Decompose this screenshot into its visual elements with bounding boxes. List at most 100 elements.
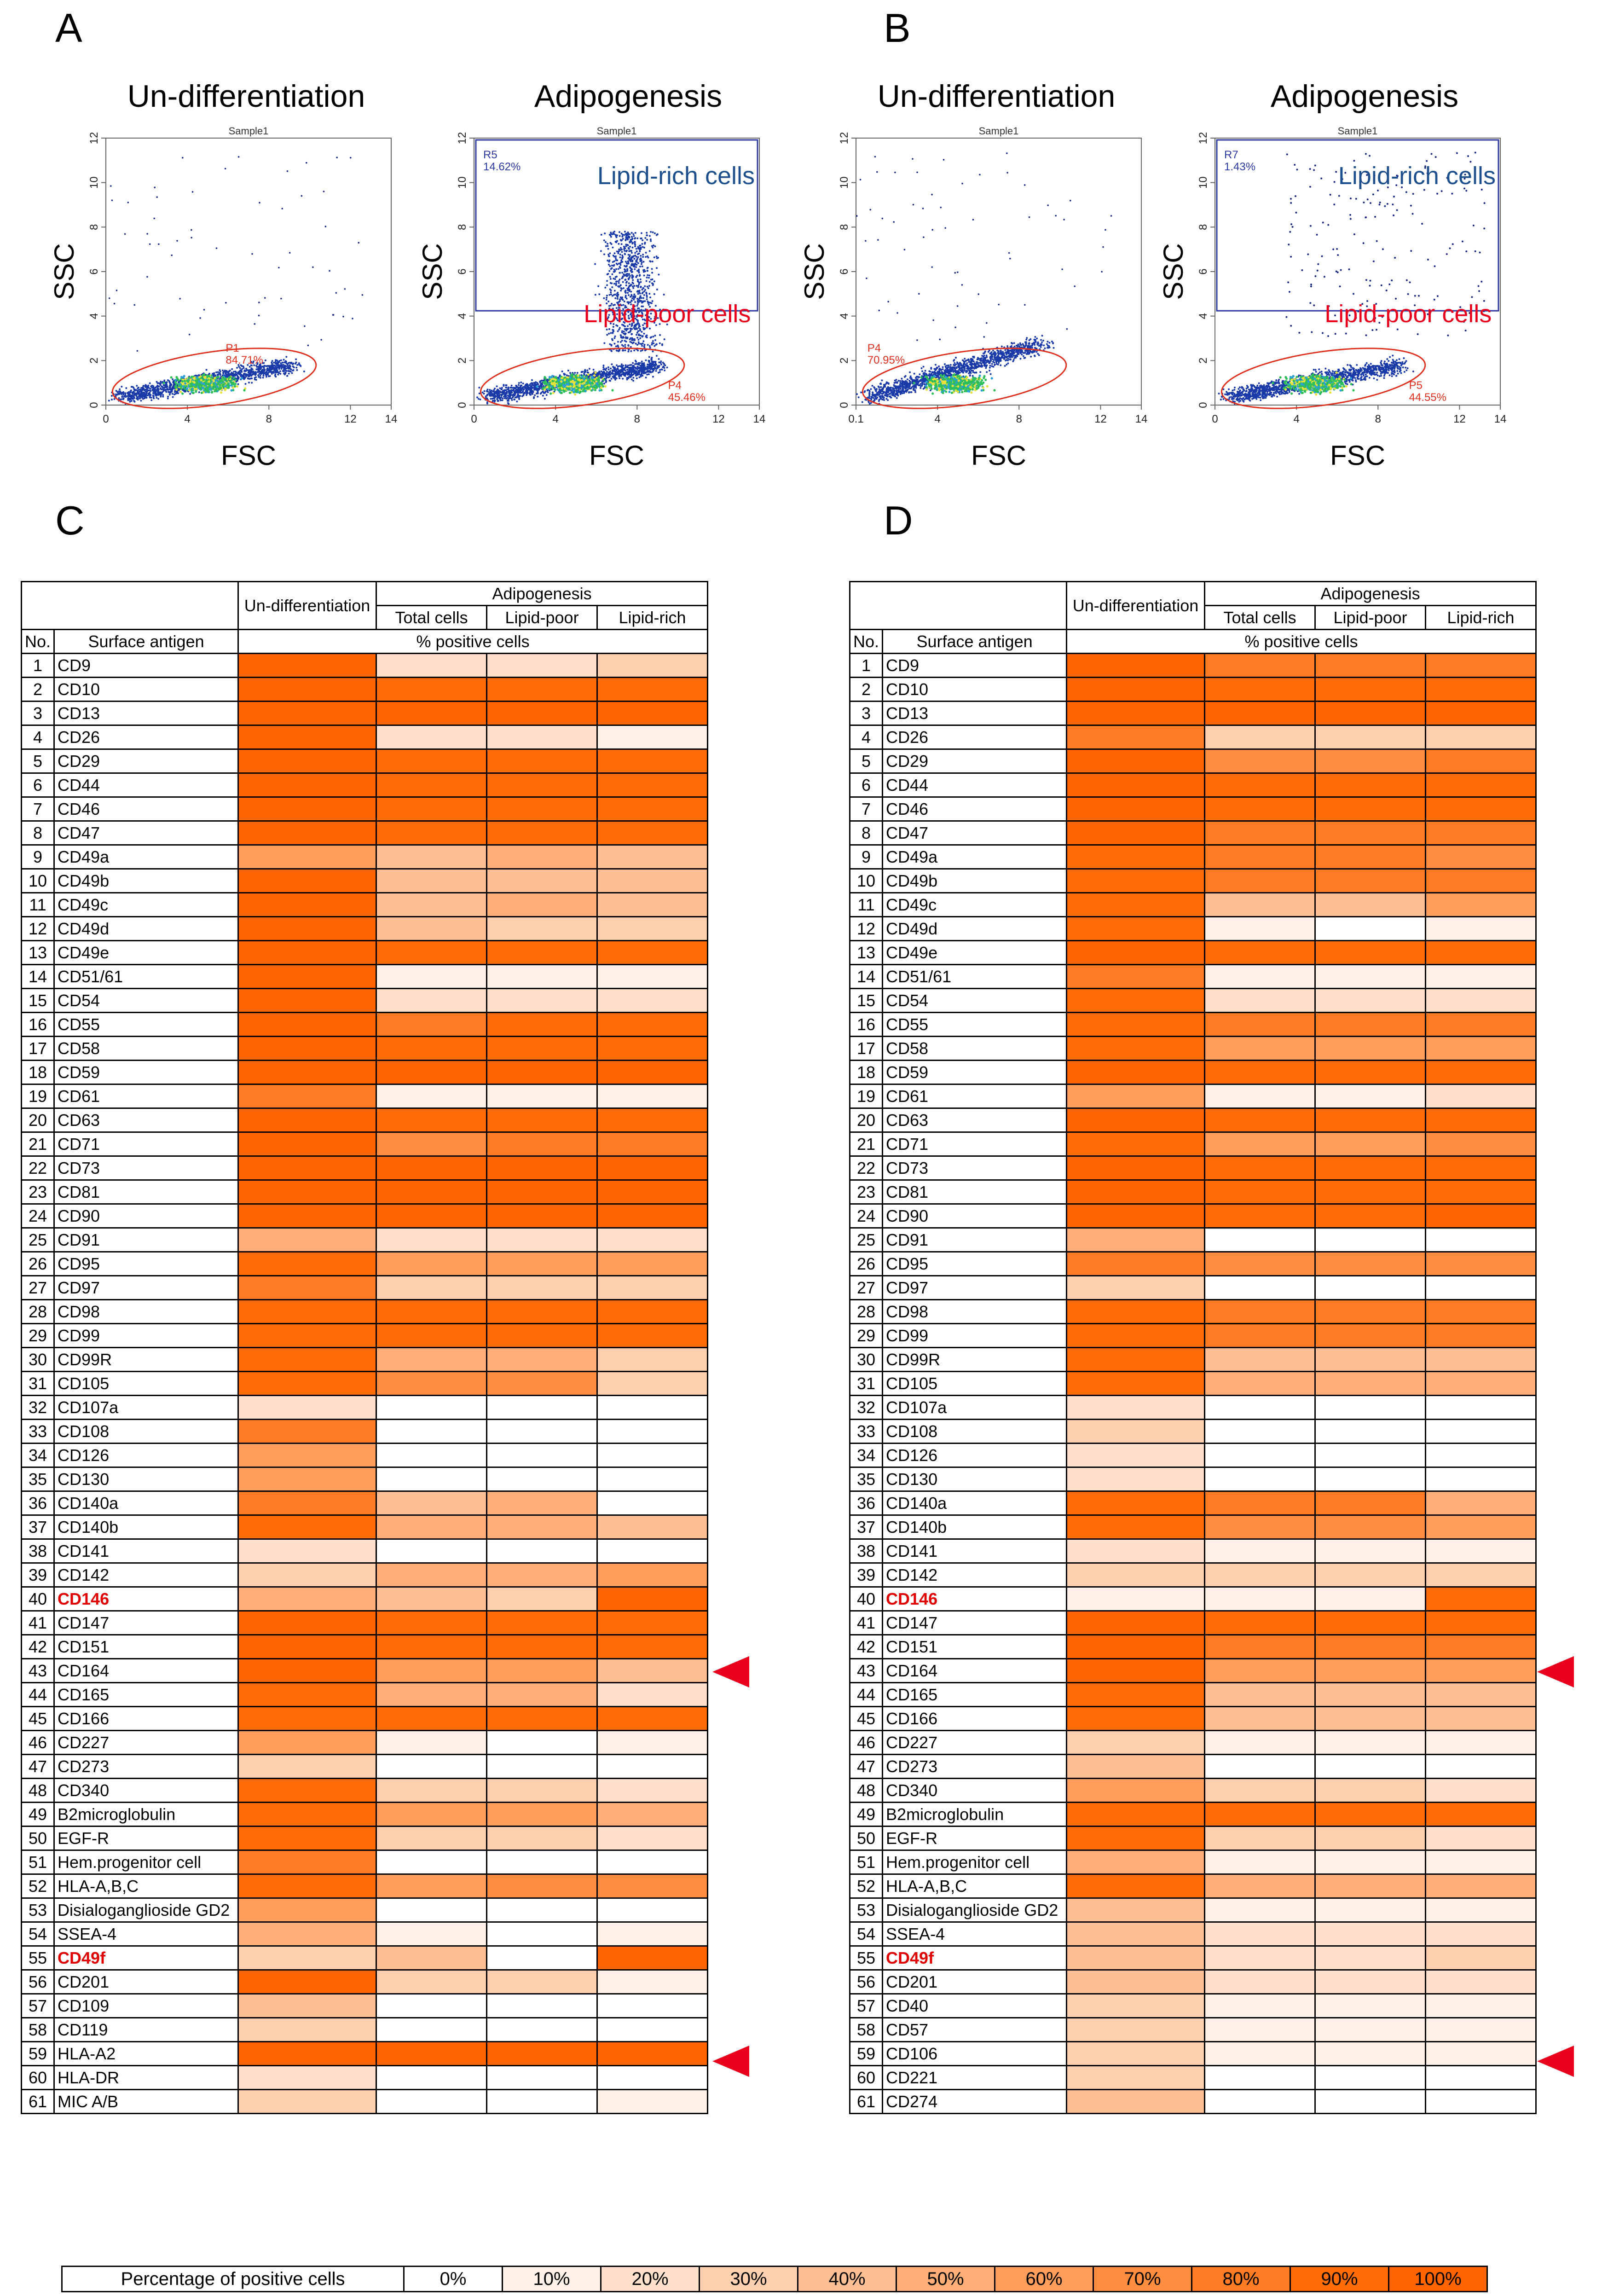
- antigen-name: CD49f: [882, 1945, 1068, 1971]
- antigen-name: CD55: [53, 1012, 239, 1037]
- antigen-name: CD91: [53, 1227, 239, 1252]
- row-number: 24: [849, 1203, 884, 1229]
- row-number: 20: [20, 1107, 55, 1133]
- heat-cell: [596, 1514, 709, 1540]
- heat-cell: [1204, 1945, 1316, 1971]
- table-row: 2 CD10: [849, 677, 1537, 702]
- heat-cell: [1425, 1251, 1537, 1276]
- row-number: 25: [20, 1227, 55, 1252]
- heat-cell: [1425, 820, 1537, 846]
- antigen-name: CD91: [882, 1227, 1068, 1252]
- x-tick-label: 8: [634, 413, 640, 425]
- table-row: 19 CD61: [849, 1084, 1537, 1109]
- heat-cell: [1066, 653, 1206, 678]
- heat-cell: [376, 748, 488, 774]
- heat-cell: [1204, 1826, 1316, 1851]
- heat-cell: [376, 1897, 488, 1923]
- legend-swatch: 70%: [1093, 2267, 1191, 2291]
- heat-cell: [1314, 892, 1427, 917]
- heat-cell: [486, 2089, 598, 2114]
- heat-cell: [1204, 1634, 1316, 1659]
- antigen-name: CD81: [53, 1179, 239, 1205]
- heat-cell: [1314, 1826, 1427, 1851]
- heat-cell: [596, 1826, 709, 1851]
- table-row: 12 CD49d: [849, 916, 1537, 941]
- antigen-name: CD340: [53, 1778, 239, 1803]
- header-total: Total cells: [1204, 605, 1316, 630]
- row-number: 26: [849, 1251, 884, 1276]
- antigen-name: CD63: [882, 1107, 1068, 1133]
- y-tick-label: 8: [88, 224, 100, 230]
- heat-cell: [1066, 1084, 1206, 1109]
- heat-cell: [1425, 2017, 1537, 2042]
- row-number: 44: [20, 1682, 55, 1707]
- heat-cell: [596, 1347, 709, 1372]
- antigen-name: CD151: [53, 1634, 239, 1659]
- heat-cell: [1066, 1419, 1206, 1444]
- antigen-name: CD54: [53, 988, 239, 1013]
- row-number: 25: [849, 1227, 884, 1252]
- heat-cell: [1204, 1850, 1316, 1875]
- heat-cell: [1314, 1443, 1427, 1468]
- y-tick-label: 10: [838, 176, 850, 189]
- heat-cell: [596, 1658, 709, 1683]
- table-row: 52 HLA-A,B,C: [849, 1873, 1537, 1899]
- row-number: 47: [849, 1754, 884, 1779]
- antigen-name: CD54: [882, 988, 1068, 1013]
- heat-cell: [596, 940, 709, 965]
- heat-cell: [1204, 2089, 1316, 2114]
- percentage-legend: Percentage of positive cells 0% 10% 20% 30% 4…: [61, 2266, 1488, 2292]
- heat-cell: [237, 1036, 377, 1061]
- heat-cell: [1425, 1562, 1537, 1588]
- heat-cell: [376, 772, 488, 798]
- legend-swatch: 30%: [699, 2267, 797, 2291]
- row-number: 32: [849, 1395, 884, 1420]
- antigen-name: CD51/61: [882, 964, 1068, 989]
- antigen-name: CD13: [882, 701, 1068, 726]
- row-number: 2: [20, 677, 55, 702]
- x-tick-label: 14: [385, 413, 398, 425]
- heat-cell: [1066, 1395, 1206, 1420]
- antigen-name: CD273: [53, 1754, 239, 1779]
- gate-rect: [1216, 139, 1499, 312]
- heat-cell: [237, 1179, 377, 1205]
- heat-cell: [1425, 1969, 1537, 1995]
- table-row: 48 CD340: [20, 1778, 709, 1803]
- antigen-name: CD142: [53, 1562, 239, 1588]
- heat-cell: [1425, 916, 1537, 941]
- antigen-name: CD49d: [53, 916, 239, 941]
- heat-cell: [376, 701, 488, 726]
- header-no: No.: [849, 629, 884, 654]
- heat-cell: [1204, 1275, 1316, 1300]
- heat-cell: [1314, 2089, 1427, 2114]
- heat-cell: [237, 1538, 377, 1564]
- heat-cell: [596, 1802, 709, 1827]
- row-number: 29: [20, 1323, 55, 1348]
- table-row: 36 CD140a: [20, 1490, 709, 1516]
- heat-cell: [596, 1419, 709, 1444]
- heat-cell: [1425, 1227, 1537, 1252]
- heat-cell: [376, 1299, 488, 1324]
- heat-cell: [1425, 1036, 1537, 1061]
- heat-cell: [237, 1778, 377, 1803]
- row-number: 40: [849, 1586, 884, 1612]
- heat-cell: [486, 1060, 598, 1085]
- y-tick-label: 4: [838, 313, 850, 319]
- heat-cell: [596, 725, 709, 750]
- antigen-name: CD140a: [53, 1490, 239, 1516]
- table-row: 42 CD151: [20, 1634, 709, 1659]
- heat-cell: [237, 1131, 377, 1157]
- heat-cell: [486, 653, 598, 678]
- heat-cell: [1425, 1490, 1537, 1516]
- antigen-name: CD49e: [53, 940, 239, 965]
- heat-cell: [1204, 1323, 1316, 1348]
- heat-cell: [1204, 820, 1316, 846]
- row-number: 30: [20, 1347, 55, 1372]
- antigen-name: CD141: [53, 1538, 239, 1564]
- heat-cell: [596, 1993, 709, 2018]
- antigen-name: CD90: [53, 1203, 239, 1229]
- heat-cell: [486, 844, 598, 870]
- antigen-name: CD221: [882, 2065, 1068, 2090]
- plot-frame: [105, 138, 392, 406]
- heat-cell: [376, 1084, 488, 1109]
